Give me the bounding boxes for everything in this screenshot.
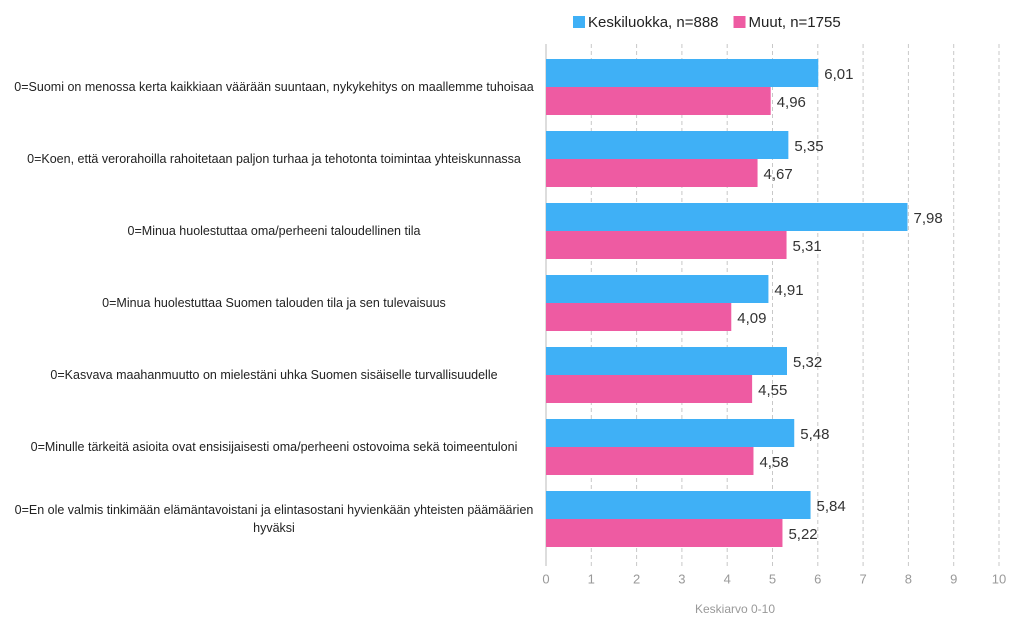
category-label: 0=Suomi on menossa kerta kaikkiaan väärä… — [14, 80, 534, 94]
bar — [546, 375, 753, 403]
category-label: 0=Kasvava maahanmuutto on mielestäni uhk… — [50, 368, 498, 382]
category-label: 0=Minulle tärkeitä asioita ovat ensisija… — [30, 440, 518, 454]
value-label: 5,22 — [788, 526, 817, 543]
bar — [546, 59, 819, 87]
x-axis-label: Keskiarvo 0-10 — [695, 602, 775, 616]
bar — [546, 231, 787, 259]
x-tick-label: 1 — [588, 571, 595, 586]
bar — [546, 159, 758, 187]
x-tick-label: 4 — [724, 571, 731, 586]
bar — [546, 347, 787, 375]
bar — [546, 419, 795, 447]
x-tick-label: 3 — [678, 571, 685, 586]
value-label: 6,01 — [824, 66, 853, 83]
x-tick-label: 9 — [950, 571, 957, 586]
legend-label: Keskiluokka, n=888 — [588, 14, 719, 31]
x-tick-label: 2 — [633, 571, 640, 586]
bar — [546, 303, 732, 331]
x-tick-label: 8 — [905, 571, 912, 586]
legend-label: Muut, n=1755 — [749, 14, 841, 31]
bar — [546, 491, 811, 519]
value-label: 4,96 — [777, 94, 806, 111]
value-label: 5,48 — [800, 426, 829, 443]
bar — [546, 131, 789, 159]
value-label: 4,58 — [759, 454, 788, 471]
value-label: 5,31 — [793, 238, 822, 255]
value-label: 4,91 — [774, 282, 803, 299]
bar — [546, 275, 769, 303]
category-label: 0=En ole valmis tinkimään elämäntavoista… — [14, 503, 534, 535]
x-tick-label: 10 — [992, 571, 1006, 586]
x-tick-label: 5 — [769, 571, 776, 586]
value-label: 5,32 — [793, 354, 822, 371]
legend-swatch — [573, 16, 585, 28]
bar — [546, 87, 771, 115]
category-label: 0=Koen, että verorahoilla rahoitetaan pa… — [27, 152, 521, 166]
legend-swatch — [733, 16, 746, 28]
x-tick-label: 7 — [859, 571, 866, 586]
value-label: 4,67 — [764, 166, 793, 183]
value-label: 5,84 — [817, 498, 846, 515]
x-tick-label: 0 — [542, 571, 549, 586]
bar — [546, 447, 754, 475]
category-label: 0=Minua huolestuttaa oma/perheeni taloud… — [127, 224, 421, 238]
bar — [546, 519, 783, 547]
value-label: 4,09 — [737, 310, 766, 327]
category-label: 0=Minua huolestuttaa Suomen talouden til… — [102, 296, 446, 310]
value-label: 4,55 — [758, 382, 787, 399]
value-label: 5,35 — [794, 138, 823, 155]
value-label: 7,98 — [913, 210, 942, 227]
bar — [546, 203, 908, 231]
x-tick-label: 6 — [814, 571, 821, 586]
